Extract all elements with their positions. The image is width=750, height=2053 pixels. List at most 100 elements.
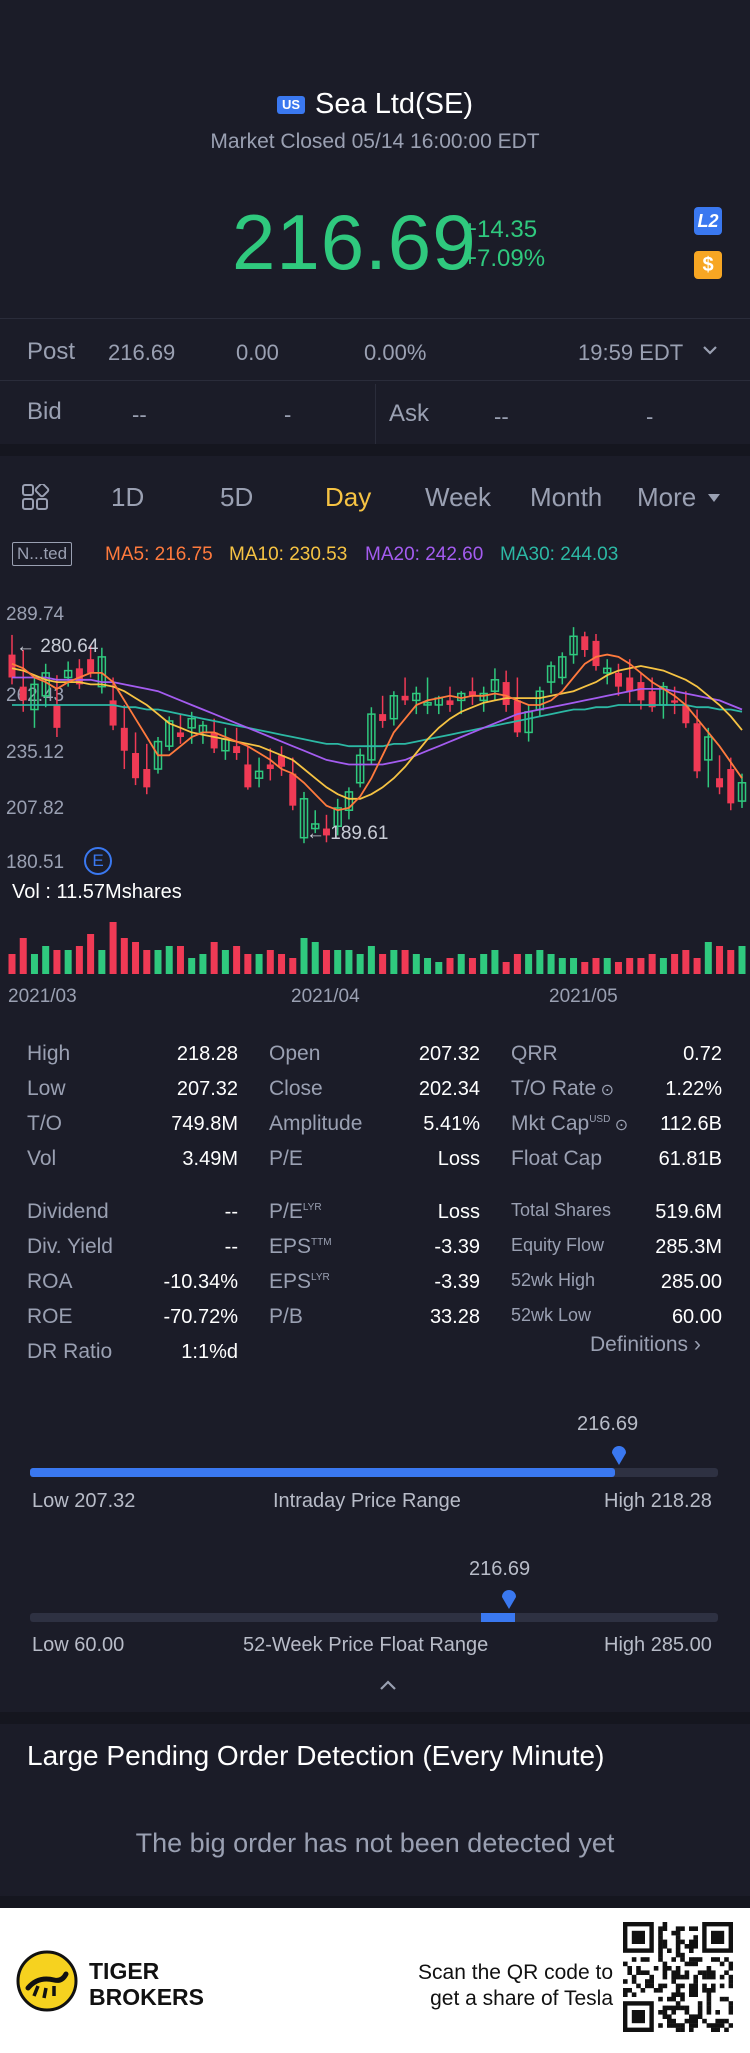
volume-bar: [581, 962, 589, 974]
volume-bar: [199, 954, 207, 974]
brand-name: TIGER BROKERS: [89, 1958, 205, 2010]
volume-bar: [210, 942, 218, 974]
candle-body: [602, 667, 612, 674]
candle-body: [233, 746, 241, 754]
candle-body: [30, 683, 39, 711]
week52-low: Low 60.00: [32, 1634, 125, 1656]
stat-value: 207.32: [176, 1078, 238, 1100]
tab-week[interactable]: Week: [425, 482, 491, 512]
volume-bar: [120, 938, 128, 974]
candle-body: [671, 700, 679, 703]
y-tick-label: 180.51: [6, 852, 65, 873]
volume-bar: [738, 946, 746, 974]
level2-button[interactable]: L2: [694, 207, 722, 235]
stat-label: Float Cap: [511, 1147, 603, 1170]
volume-bar: [480, 954, 488, 974]
ask-label: Ask: [389, 400, 430, 427]
price-adjust-button[interactable]: N...ted: [12, 542, 73, 566]
week52-title: 52-Week Price Float Range: [243, 1634, 489, 1656]
stat-value: Loss: [437, 1148, 480, 1170]
volume-bar: [727, 950, 735, 974]
candle-body: [109, 700, 117, 726]
volume-bar: [42, 946, 50, 974]
bid-price: --: [132, 402, 147, 427]
volume-bar: [165, 946, 173, 974]
candle-body: [333, 807, 342, 828]
ma10-value: MA10: 230.53: [229, 544, 348, 565]
ma5-value: MA5: 216.75: [105, 544, 213, 565]
high-marker-label: ← 280.64: [16, 636, 99, 657]
chevron-down-icon[interactable]: [702, 344, 718, 358]
promo-banner[interactable]: TIGER BROKERS Scan the QR code to get a …: [0, 1908, 750, 2053]
volume-bar: [244, 954, 252, 974]
stat-value: 285.3M: [655, 1236, 722, 1258]
y-tick-label: 235.12: [6, 742, 65, 763]
week52-current: 216.69: [469, 1558, 531, 1580]
info-icon[interactable]: ⊙: [596, 1082, 615, 1099]
week52-high: High 285.00: [604, 1634, 712, 1656]
stat-label: Dividend: [27, 1200, 109, 1223]
volume-bar: [367, 946, 375, 974]
volume-bar: [614, 962, 622, 974]
candle-body: [266, 764, 274, 770]
volume-bar: [143, 950, 151, 974]
price-change: +14.35: [463, 216, 538, 243]
candle-body: [412, 692, 421, 702]
post-change-pct: 0.00%: [364, 340, 427, 365]
stat-value: -3.39: [434, 1271, 480, 1293]
stat-value: 33.28: [429, 1306, 480, 1328]
definitions-link[interactable]: Definitions ›: [590, 1333, 701, 1356]
stat-label: T/O Rate ⊙: [511, 1077, 615, 1100]
volume-bar: [491, 950, 499, 974]
volume-bar: [311, 942, 319, 974]
candle-body: [210, 732, 218, 749]
tab-more[interactable]: More: [637, 482, 697, 512]
candle-body: [355, 754, 365, 784]
volume-bar: [98, 950, 106, 974]
stat-label: Equity Flow: [511, 1235, 605, 1255]
tab-day[interactable]: Day: [325, 482, 372, 512]
ma30-value: MA30: 244.03: [500, 544, 619, 565]
candle-body: [176, 732, 184, 737]
tab-5d[interactable]: 5D: [220, 482, 254, 512]
chevron-up-icon[interactable]: [379, 1680, 397, 1691]
intraday-high: High 218.28: [604, 1490, 712, 1512]
stat-value: 202.34: [418, 1078, 480, 1100]
ask-price: --: [494, 404, 509, 429]
event-marker-icon[interactable]: E: [84, 847, 112, 875]
tab-month[interactable]: Month: [530, 482, 603, 512]
marker-pin-icon: [612, 1446, 626, 1465]
stat-label: Div. Yield: [27, 1235, 113, 1258]
candle-body: [367, 713, 376, 761]
promo-text: Scan the QR code to get a share of Tesla: [418, 1961, 613, 2010]
candlestick-chart[interactable]: [0, 600, 750, 990]
qr-code-icon: [623, 1922, 733, 2032]
candle-body: [682, 704, 690, 724]
stat-label: Mkt CapUSD ⊙: [511, 1112, 629, 1135]
volume-bar: [188, 958, 196, 974]
candle-body: [310, 823, 320, 830]
candle-body: [592, 640, 600, 667]
post-time: 19:59 EDT: [578, 340, 684, 365]
volume-bar: [592, 958, 600, 974]
volume-bar: [502, 962, 510, 974]
volume-bar: [457, 954, 465, 974]
candle-body: [727, 769, 735, 804]
stat-label: EPSTTM: [269, 1235, 332, 1258]
volume-bar: [648, 954, 656, 974]
volume-bar: [53, 950, 61, 974]
trade-button[interactable]: $: [694, 251, 722, 279]
divider: [375, 384, 376, 444]
volume-bar: [716, 946, 724, 974]
info-icon[interactable]: ⊙: [610, 1117, 629, 1134]
layout-grid-icon[interactable]: [22, 484, 50, 512]
stock-title: Sea Ltd(SE): [315, 88, 474, 120]
volume-bar: [637, 958, 645, 974]
volume-bar: [390, 950, 398, 974]
section-separator: [0, 1712, 750, 1724]
candle-body: [626, 677, 634, 692]
stat-value: 207.32: [418, 1043, 480, 1065]
candle-body: [244, 764, 252, 788]
bid-size: -: [284, 402, 292, 427]
tab-1d[interactable]: 1D: [111, 482, 145, 512]
